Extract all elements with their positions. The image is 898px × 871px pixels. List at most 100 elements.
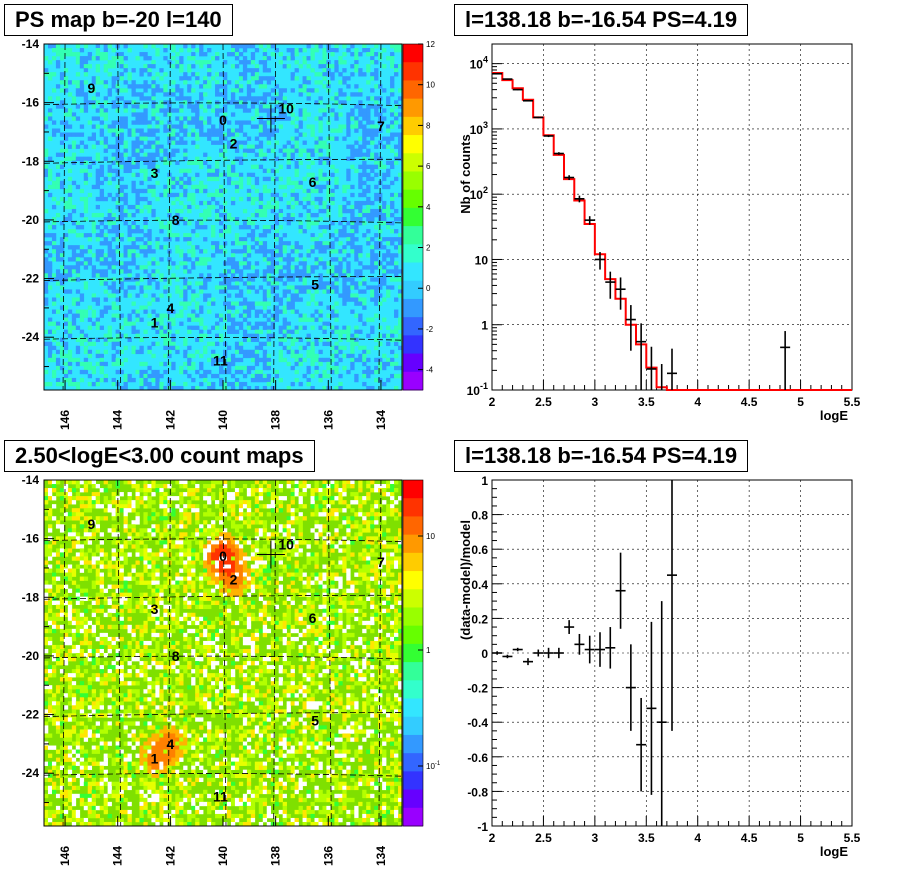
map-cell	[334, 281, 339, 286]
map-cell	[115, 657, 120, 662]
map-cell	[151, 604, 156, 610]
map-cell	[242, 349, 248, 355]
map-cell	[330, 325, 335, 330]
map-cell	[187, 241, 192, 246]
map-cell	[79, 225, 85, 230]
map-cell	[95, 677, 100, 682]
map-cell	[63, 717, 69, 722]
map-cell	[59, 809, 65, 815]
map-cell	[107, 217, 112, 222]
map-cell	[290, 245, 295, 250]
map-cell	[87, 192, 93, 198]
map-cell	[83, 761, 89, 766]
map-cell	[187, 301, 192, 306]
map-cell	[195, 124, 200, 129]
map-cell	[63, 661, 69, 666]
map-cell	[95, 749, 100, 754]
map-cell	[111, 237, 116, 242]
map-cell	[67, 765, 73, 770]
map-cell	[95, 572, 100, 577]
map-cell	[131, 345, 136, 351]
map-cell	[286, 289, 291, 294]
map-cell	[175, 132, 180, 137]
map-cell	[183, 297, 188, 302]
map-cell	[59, 164, 65, 170]
map-cell	[183, 44, 188, 49]
map-cell	[115, 289, 120, 294]
map-cell	[354, 148, 359, 153]
map-cell	[47, 761, 53, 766]
map-cell	[123, 713, 128, 718]
map-cell	[75, 556, 81, 561]
map-cell	[374, 245, 379, 250]
map-cell	[199, 52, 204, 57]
map-cell	[135, 160, 140, 165]
map-cell	[95, 697, 100, 702]
map-cell	[374, 285, 379, 290]
map-cell	[215, 353, 220, 359]
map-cell	[278, 96, 283, 101]
map-cell	[91, 273, 97, 278]
map-cell	[55, 212, 61, 218]
map-cell	[127, 817, 132, 823]
map-cell	[139, 749, 144, 754]
map-cell	[203, 212, 208, 218]
map-cell	[71, 277, 77, 282]
map-cell	[123, 693, 128, 698]
map-cell	[63, 377, 69, 383]
map-cell	[374, 208, 379, 214]
map-cell	[370, 208, 375, 214]
map-cell	[370, 249, 375, 254]
map-cell	[382, 353, 387, 359]
map-cell	[270, 253, 276, 258]
map-cell	[111, 152, 116, 157]
map-cell	[310, 233, 315, 238]
map-cell	[151, 377, 156, 383]
map-cell	[67, 108, 73, 113]
map-cell	[99, 212, 104, 218]
map-cell	[147, 321, 152, 326]
map-cell	[215, 200, 220, 206]
map-cell	[83, 821, 89, 827]
map-cell	[242, 208, 248, 214]
map-cell	[183, 349, 188, 355]
map-cell	[215, 168, 220, 174]
map-cell	[67, 176, 73, 182]
source-label-9: 9	[87, 80, 95, 96]
map-cell	[83, 168, 89, 174]
map-cell	[326, 225, 331, 230]
map-cell	[143, 600, 148, 606]
map-cell	[374, 76, 379, 81]
map-cell	[254, 112, 260, 117]
map-cell	[266, 56, 272, 61]
map-cell	[294, 164, 299, 170]
map-cell	[211, 132, 216, 137]
map-cell	[127, 709, 132, 714]
map-cell	[91, 76, 97, 81]
map-cell	[167, 381, 172, 387]
map-cell	[203, 349, 208, 355]
map-cell	[167, 377, 172, 383]
map-cell	[47, 116, 53, 121]
map-cell	[183, 128, 188, 133]
map-cell	[191, 104, 196, 109]
map-cell	[230, 373, 236, 379]
map-cell	[79, 124, 85, 129]
map-cell	[226, 176, 232, 182]
map-cell	[262, 188, 268, 194]
map-cell	[322, 76, 327, 81]
map-cell	[67, 289, 73, 294]
map-cell	[155, 168, 160, 174]
map-cell	[238, 225, 244, 230]
map-cell	[238, 72, 244, 77]
map-cell	[314, 100, 319, 105]
map-cell	[107, 781, 112, 787]
map-cell	[79, 108, 85, 113]
x-tick-label: 142	[163, 410, 177, 430]
map-cell	[155, 297, 160, 302]
map-cell	[183, 285, 188, 290]
map-cell	[398, 44, 403, 49]
map-cell	[87, 480, 93, 485]
map-cell	[374, 152, 379, 157]
map-cell	[79, 628, 85, 634]
